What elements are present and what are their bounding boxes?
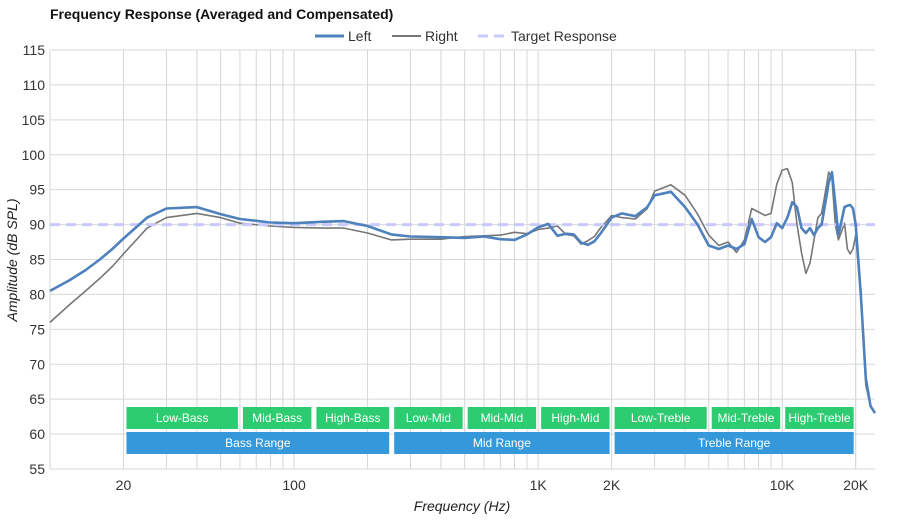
band-label: High-Bass	[325, 411, 380, 425]
y-tick-label: 110	[23, 77, 46, 93]
x-tick-label: 20K	[843, 477, 869, 493]
band-box	[614, 432, 854, 454]
band-label: High-Mid	[551, 411, 599, 425]
y-tick-label: 85	[29, 252, 45, 268]
y-axis-ticks: 55 60 65 70 75 80 85 90 95 100 105 110 115	[22, 42, 46, 477]
band-box	[541, 407, 610, 429]
chart-title: Frequency Response (Averaged and Compens…	[50, 6, 393, 22]
x-tick-label: 20	[116, 477, 132, 493]
legend-label: Right	[425, 28, 458, 44]
legend-label: Left	[348, 28, 371, 44]
band-box	[785, 407, 854, 429]
grid	[49, 49, 875, 470]
band-label: Treble Range	[698, 436, 771, 450]
band-box	[316, 407, 390, 429]
y-tick-label: 60	[29, 426, 45, 442]
y-tick-label: 95	[29, 182, 45, 198]
x-tick-label: 2K	[603, 477, 621, 493]
band-box	[394, 432, 610, 454]
band-label: Mid-Treble	[718, 411, 775, 425]
band-label: Mid Range	[473, 436, 531, 450]
x-tick-label: 10K	[770, 477, 796, 493]
series-line	[49, 167, 876, 414]
x-axis-ticks: 20 100 1K 2K 10K 20K	[116, 477, 869, 493]
band-label: Low-Treble	[631, 411, 691, 425]
legend: Left Right Target Response	[315, 28, 617, 44]
band-label: Mid-Bass	[252, 411, 302, 425]
frequency-bands: Low-Bass Mid-Bass High-Bass Low-Mid Mid-Mid H…	[126, 407, 854, 454]
band-label: Low-Mid	[406, 411, 451, 425]
x-tick-label: 100	[282, 477, 306, 493]
legend-label: Target Response	[511, 28, 617, 44]
band-box	[711, 407, 781, 429]
y-tick-label: 70	[29, 356, 45, 372]
y-tick-label: 100	[22, 147, 46, 163]
band-label: Mid-Mid	[481, 411, 524, 425]
y-tick-label: 90	[29, 217, 45, 233]
band-box	[394, 407, 463, 429]
band-box	[126, 432, 390, 454]
x-axis-label: Frequency (Hz)	[414, 498, 510, 514]
band-box	[126, 407, 238, 429]
y-tick-label: 65	[29, 391, 45, 407]
band-box	[467, 407, 537, 429]
band-box	[614, 407, 707, 429]
y-tick-label: 105	[22, 112, 46, 128]
y-axis-label: Amplitude (dB SPL)	[4, 199, 20, 323]
y-tick-label: 115	[23, 42, 46, 58]
x-tick-label: 1K	[530, 477, 548, 493]
band-box	[242, 407, 312, 429]
y-tick-label: 75	[29, 321, 45, 337]
y-tick-label: 80	[29, 286, 45, 302]
band-label: High-Treble	[788, 411, 851, 425]
series-line	[49, 170, 877, 414]
series-lines	[49, 167, 877, 414]
y-tick-label: 55	[29, 461, 45, 477]
band-label: Low-Bass	[156, 411, 209, 425]
band-label: Bass Range	[225, 436, 291, 450]
